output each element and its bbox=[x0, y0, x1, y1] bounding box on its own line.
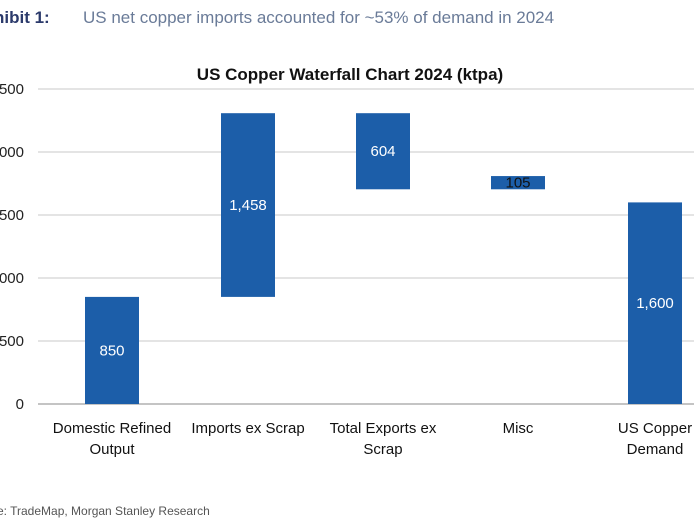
source-note: ce: TradeMap, Morgan Stanley Research bbox=[0, 504, 210, 518]
y-tick-label: 000 bbox=[0, 270, 24, 287]
waterfall-bar bbox=[356, 113, 410, 190]
chart-title: US Copper Waterfall Chart 2024 (ktpa) bbox=[197, 65, 503, 84]
waterfall-bar bbox=[628, 202, 682, 404]
y-tick-label: 0 bbox=[16, 396, 24, 413]
exhibit-label: hibit 1: bbox=[0, 8, 50, 27]
chart-bars bbox=[85, 113, 682, 404]
y-tick-label: 500 bbox=[0, 207, 24, 224]
exhibit-title: US net copper imports accounted for ~53%… bbox=[83, 8, 555, 27]
y-tick-label: 500 bbox=[0, 333, 24, 350]
exhibit-header: hibit 1: US net copper imports accounted… bbox=[0, 6, 694, 34]
x-category-label: US Copper Demand bbox=[618, 420, 692, 458]
x-category-label: Total Exports ex Scrap bbox=[330, 420, 437, 458]
x-category-label: Misc bbox=[503, 420, 534, 437]
bar-data-label: 1,458 bbox=[229, 197, 267, 214]
bar-data-label: 604 bbox=[370, 143, 395, 160]
y-axis: 0 500 000 500 000 500 bbox=[0, 81, 24, 413]
waterfall-bar bbox=[85, 296, 139, 404]
bar-data-label: 850 bbox=[99, 342, 124, 359]
waterfall-bar bbox=[221, 113, 275, 297]
y-tick-label: 000 bbox=[0, 144, 24, 161]
x-category-label: Imports ex Scrap bbox=[191, 420, 304, 437]
y-tick-label: 500 bbox=[0, 81, 24, 98]
x-axis: Domestic Refined Output Imports ex Scrap To… bbox=[53, 420, 692, 458]
bar-data-label: 1,600 bbox=[636, 295, 674, 312]
x-category-label: Domestic Refined Output bbox=[53, 420, 171, 458]
bar-data-label: 105 bbox=[505, 175, 530, 192]
chart-bar-labels: 850 1,458 604 105 1,600 bbox=[99, 143, 673, 359]
chart-grid bbox=[38, 88, 694, 405]
waterfall-bar bbox=[491, 176, 545, 190]
